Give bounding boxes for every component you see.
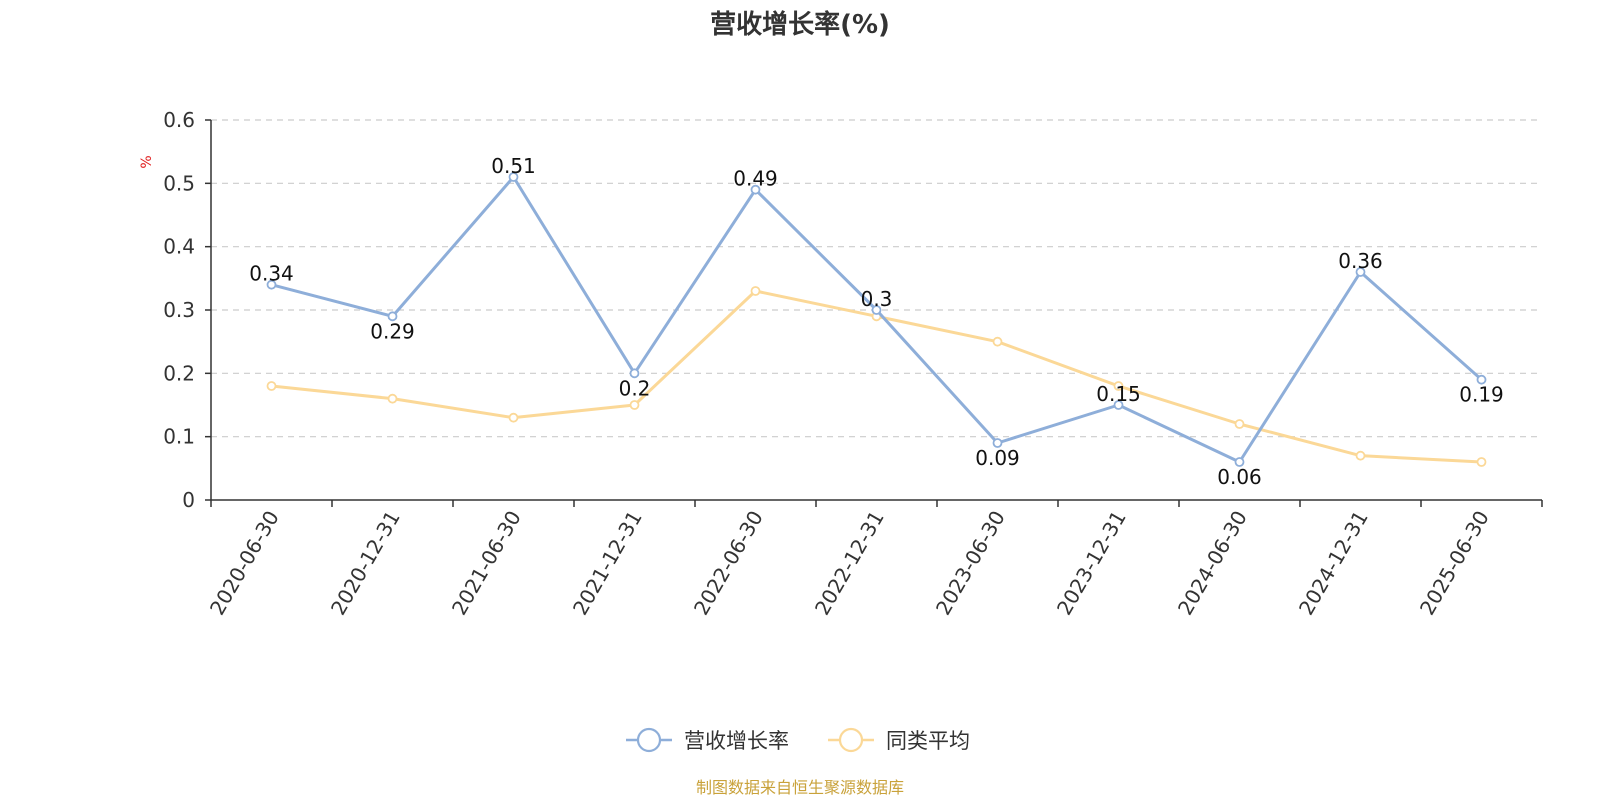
grid-layer [211, 119, 1542, 438]
x-tick-label: 2025-06-30 [1415, 507, 1494, 620]
data-point [266, 279, 277, 290]
source-note: 制图数据来自恒生聚源数据库 [696, 778, 904, 797]
legend-label: 营收增长率 [684, 729, 789, 753]
data-point [992, 438, 1003, 448]
data-label: 0.15 [1096, 382, 1141, 406]
x-tick-label: 2021-12-31 [568, 507, 647, 620]
y-axis-unit: % [139, 155, 155, 168]
data-point [1234, 457, 1245, 467]
y-tick-label: 0.2 [163, 361, 195, 385]
data-point [387, 311, 398, 322]
data-label: 0.29 [370, 319, 415, 343]
legend-marker [838, 727, 864, 753]
data-point [1476, 457, 1487, 467]
data-point [1113, 400, 1124, 410]
y-tick-label: 0.1 [163, 425, 195, 449]
axis-layer: 0 0.1 0.2 0.3 0.4 0.5 0.6 2020-06-30 2020-12-31 2… [163, 108, 1543, 620]
x-tick-label: 2020-06-30 [205, 507, 284, 620]
x-tick-label: 2024-06-30 [1173, 507, 1252, 620]
y-tick-label: 0 [182, 488, 195, 512]
y-tick-label: 0.4 [163, 235, 195, 259]
data-point [629, 400, 640, 410]
y-tick-label: 0.6 [163, 108, 195, 132]
data-label: 0.34 [249, 262, 294, 286]
data-point [1113, 381, 1124, 391]
data-point [1355, 450, 1366, 461]
data-point [871, 305, 882, 315]
x-tick-label: 2023-06-30 [931, 507, 1010, 620]
data-label-layer: 0.34 0.29 0.51 0.2 0.49 0.3 0.09 0.15 0.06 0.36 0.… [249, 154, 1504, 489]
legend-label: 同类平均 [886, 729, 970, 753]
x-tick-label: 2022-12-31 [810, 507, 889, 620]
series-1 [266, 286, 1487, 467]
data-point [1476, 374, 1487, 385]
data-point [508, 172, 519, 182]
data-point [387, 393, 398, 404]
data-point [1234, 419, 1245, 429]
x-tick-label: 2024-12-31 [1294, 507, 1373, 620]
data-label: 0.2 [619, 376, 651, 400]
data-label: 0.19 [1459, 383, 1504, 407]
x-tick-label: 2020-12-31 [326, 507, 405, 620]
data-label: 0.06 [1217, 465, 1262, 489]
x-tick-label: 2021-06-30 [447, 507, 526, 620]
data-point [750, 286, 761, 296]
data-point [750, 184, 761, 195]
data-point [508, 412, 519, 423]
legend-item-0[interactable]: 营收增长率 [626, 727, 789, 753]
data-label: 0.36 [1338, 249, 1383, 273]
x-tick-label: 2023-12-31 [1052, 507, 1131, 620]
x-tick-label: 2022-06-30 [689, 507, 768, 620]
legend-marker [636, 727, 662, 753]
legend[interactable]: 营收增长率 同类平均 [626, 727, 970, 753]
data-point [629, 368, 640, 379]
data-label: 0.3 [861, 287, 893, 311]
series-0 [266, 172, 1487, 467]
y-tick-label: 0.3 [163, 298, 195, 322]
data-point [266, 381, 277, 391]
legend-item-1[interactable]: 同类平均 [828, 727, 970, 753]
data-point [1355, 267, 1366, 277]
data-label: 0.49 [733, 167, 778, 191]
chart-title: 营收增长率(%) [710, 9, 890, 40]
data-label: 0.09 [975, 446, 1020, 470]
data-label: 0.51 [491, 154, 536, 178]
series-layer [266, 172, 1487, 467]
y-tick-label: 0.5 [163, 171, 195, 195]
data-point [992, 336, 1003, 347]
